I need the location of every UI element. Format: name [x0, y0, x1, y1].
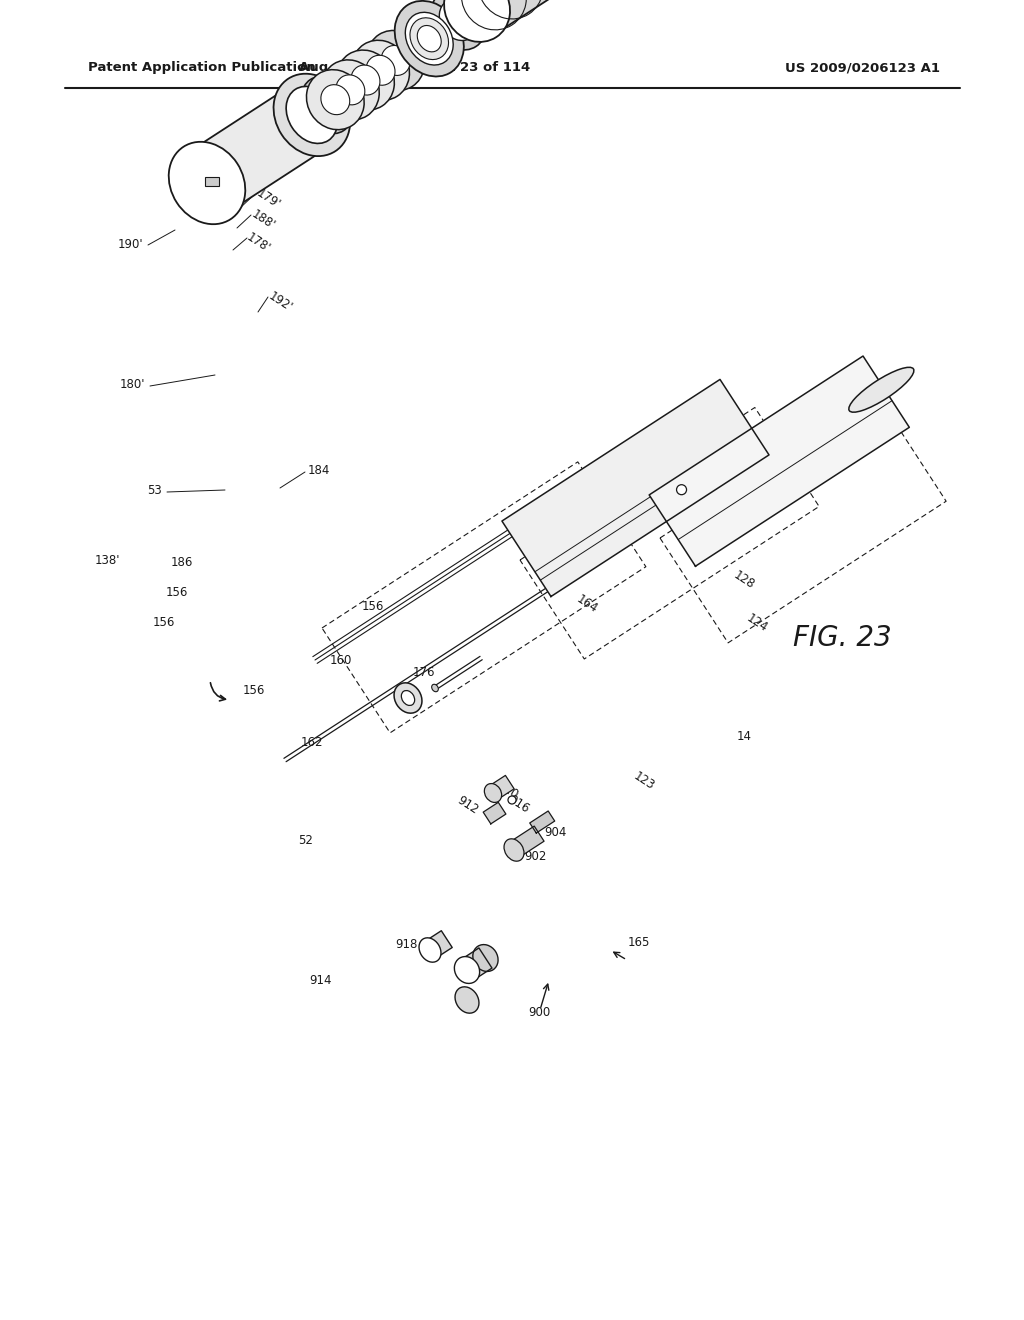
Polygon shape	[529, 810, 555, 833]
Ellipse shape	[432, 684, 438, 692]
Text: 190': 190'	[118, 239, 143, 252]
Ellipse shape	[849, 367, 913, 412]
Ellipse shape	[439, 0, 478, 41]
Ellipse shape	[402, 41, 420, 61]
Circle shape	[508, 796, 516, 804]
Ellipse shape	[301, 77, 352, 133]
Text: 178': 178'	[245, 231, 273, 255]
Text: 156: 156	[362, 601, 384, 614]
Polygon shape	[425, 931, 453, 958]
Ellipse shape	[322, 59, 379, 120]
Ellipse shape	[351, 65, 380, 95]
Text: 188': 188'	[250, 207, 278, 232]
Polygon shape	[460, 0, 579, 34]
Text: 156: 156	[166, 586, 188, 598]
Ellipse shape	[286, 86, 338, 144]
Text: 186: 186	[171, 557, 193, 569]
Text: 123: 123	[632, 770, 657, 792]
Text: 910: 910	[495, 779, 520, 801]
Text: 138': 138'	[94, 553, 120, 566]
Ellipse shape	[419, 937, 441, 962]
Polygon shape	[488, 775, 514, 800]
Text: Aug. 20, 2009  Sheet 23 of 114: Aug. 20, 2009 Sheet 23 of 114	[299, 62, 530, 74]
Text: 164: 164	[574, 593, 600, 615]
Text: 904: 904	[544, 825, 566, 838]
Text: 160: 160	[330, 653, 352, 667]
Ellipse shape	[273, 74, 350, 156]
Ellipse shape	[337, 50, 394, 110]
Ellipse shape	[431, 0, 486, 50]
Ellipse shape	[394, 682, 422, 713]
Text: 124: 124	[744, 611, 770, 635]
Text: 914: 914	[309, 974, 332, 986]
Text: 900: 900	[528, 1006, 550, 1019]
Ellipse shape	[417, 25, 441, 51]
Ellipse shape	[169, 141, 246, 224]
Ellipse shape	[455, 987, 479, 1014]
Text: 916: 916	[506, 792, 531, 816]
Polygon shape	[509, 826, 544, 858]
Ellipse shape	[473, 945, 498, 972]
FancyBboxPatch shape	[205, 177, 219, 186]
Text: 14: 14	[737, 730, 752, 743]
Ellipse shape	[504, 838, 524, 861]
Text: 918: 918	[395, 939, 418, 952]
Text: 912: 912	[455, 793, 480, 817]
Text: 53: 53	[147, 483, 162, 496]
Polygon shape	[187, 84, 332, 214]
Text: 192': 192'	[266, 289, 295, 314]
Text: 165: 165	[628, 936, 650, 949]
Ellipse shape	[394, 1, 464, 77]
Ellipse shape	[336, 75, 365, 104]
Ellipse shape	[406, 12, 454, 65]
Ellipse shape	[401, 690, 415, 705]
Ellipse shape	[306, 70, 365, 129]
Polygon shape	[649, 356, 909, 566]
Text: FIG. 23: FIG. 23	[793, 624, 891, 652]
Polygon shape	[502, 379, 769, 597]
Ellipse shape	[444, 0, 510, 42]
Text: 184: 184	[308, 463, 331, 477]
Polygon shape	[461, 948, 492, 979]
Polygon shape	[483, 803, 506, 824]
Ellipse shape	[484, 784, 502, 803]
Text: 156: 156	[243, 684, 265, 697]
Ellipse shape	[455, 957, 479, 983]
Polygon shape	[299, 86, 340, 135]
Text: 902: 902	[524, 850, 547, 863]
Ellipse shape	[352, 41, 410, 100]
Text: US 2009/0206123 A1: US 2009/0206123 A1	[785, 62, 940, 74]
Text: 128: 128	[731, 569, 758, 591]
Ellipse shape	[367, 55, 395, 86]
Text: 52: 52	[298, 833, 313, 846]
Text: 162: 162	[300, 735, 323, 748]
Ellipse shape	[410, 17, 449, 59]
Circle shape	[677, 484, 686, 495]
Text: Patent Application Publication: Patent Application Publication	[88, 62, 315, 74]
Text: 179': 179'	[254, 186, 283, 211]
Ellipse shape	[321, 84, 350, 115]
Text: 908: 908	[457, 998, 479, 1011]
Text: 906: 906	[457, 965, 479, 978]
Ellipse shape	[367, 30, 425, 91]
Text: 156: 156	[153, 615, 175, 628]
Text: 180': 180'	[120, 379, 145, 392]
Text: 176: 176	[413, 665, 435, 678]
Ellipse shape	[381, 45, 411, 75]
